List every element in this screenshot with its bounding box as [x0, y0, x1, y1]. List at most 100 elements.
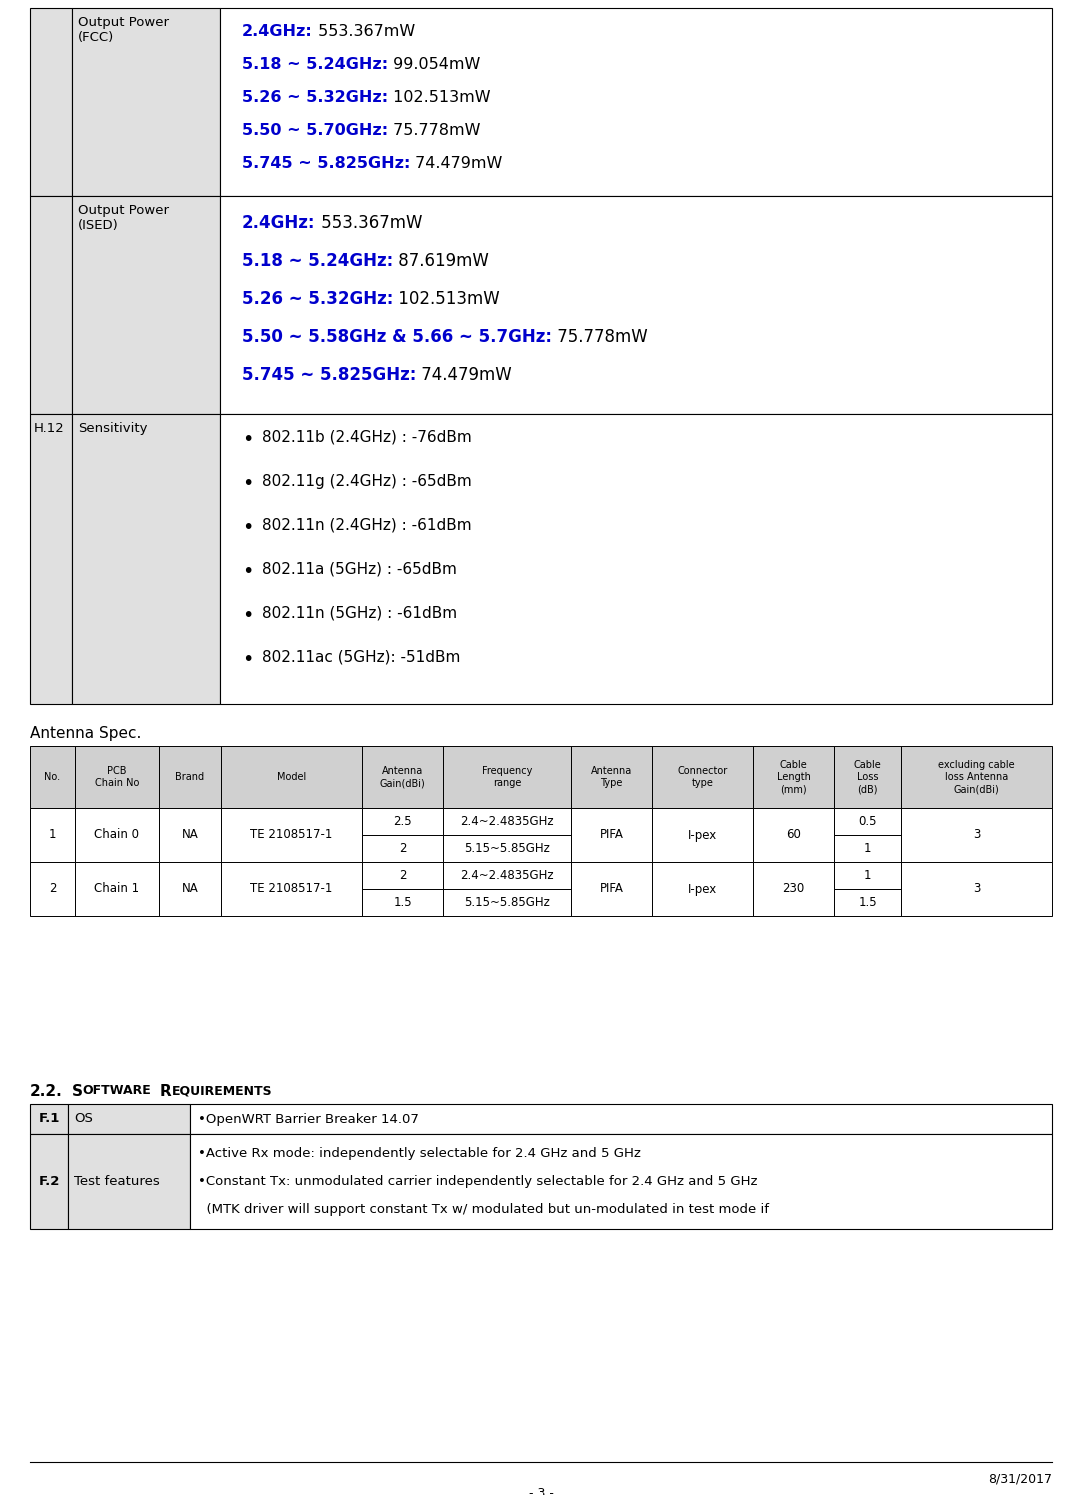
Text: 2.2.: 2.2.	[30, 1084, 63, 1099]
Text: 3: 3	[973, 828, 980, 842]
Bar	[834, 746, 901, 807]
Text: 553.367mW: 553.367mW	[313, 24, 415, 39]
Bar	[72, 414, 220, 704]
Text: OFTWARE: OFTWARE	[82, 1084, 150, 1097]
Bar	[901, 746, 1052, 807]
Bar	[901, 863, 1052, 916]
Bar	[75, 807, 159, 863]
Text: PCB
Chain No: PCB Chain No	[95, 765, 140, 788]
Text: 3: 3	[973, 882, 980, 896]
Text: Model: Model	[277, 771, 306, 782]
Text: 5.18 ~ 5.24GHz:: 5.18 ~ 5.24GHz:	[242, 253, 393, 271]
Text: 5.15~5.85GHz: 5.15~5.85GHz	[464, 842, 550, 855]
Bar	[443, 863, 571, 890]
Bar	[221, 807, 362, 863]
Bar	[443, 836, 571, 863]
Text: 553.367mW: 553.367mW	[316, 214, 422, 232]
Bar	[30, 1103, 68, 1135]
Text: I-pex: I-pex	[688, 882, 717, 896]
Text: No.: No.	[44, 771, 61, 782]
Text: •: •	[242, 562, 253, 582]
Text: 5.18 ~ 5.24GHz:: 5.18 ~ 5.24GHz:	[242, 57, 388, 72]
Text: 102.513mW: 102.513mW	[388, 90, 491, 105]
Bar	[30, 746, 75, 807]
Bar	[72, 7, 220, 196]
Bar	[834, 836, 901, 863]
Text: •: •	[242, 474, 253, 493]
Bar	[221, 863, 362, 916]
Bar	[443, 807, 571, 836]
Bar	[362, 836, 443, 863]
Bar	[159, 807, 221, 863]
Text: Output Power
(ISED): Output Power (ISED)	[78, 203, 169, 232]
Text: PIFA: PIFA	[599, 828, 623, 842]
Bar	[30, 414, 72, 704]
Text: 2: 2	[49, 882, 56, 896]
Text: Frequency
range: Frequency range	[481, 765, 532, 788]
Text: TE 2108517-1: TE 2108517-1	[250, 828, 332, 842]
Bar	[68, 1135, 190, 1229]
Text: Brand: Brand	[175, 771, 204, 782]
Bar	[443, 746, 571, 807]
Text: NA: NA	[182, 828, 198, 842]
Text: 230: 230	[782, 882, 805, 896]
Text: 5.745 ~ 5.825GHz:: 5.745 ~ 5.825GHz:	[242, 155, 410, 170]
Text: 802.11a (5GHz) : -65dBm: 802.11a (5GHz) : -65dBm	[262, 562, 457, 577]
Text: R: R	[160, 1084, 172, 1099]
Bar	[30, 807, 75, 863]
Bar	[834, 863, 901, 890]
Text: 802.11b (2.4GHz) : -76dBm: 802.11b (2.4GHz) : -76dBm	[262, 431, 472, 446]
Text: Cable
Length
(mm): Cable Length (mm)	[777, 759, 810, 794]
Text: 802.11n (5GHz) : -61dBm: 802.11n (5GHz) : -61dBm	[262, 605, 457, 620]
Text: Output Power
(FCC): Output Power (FCC)	[78, 16, 169, 43]
Text: 5.15~5.85GHz: 5.15~5.85GHz	[464, 896, 550, 909]
Text: Antenna Spec.: Antenna Spec.	[30, 727, 142, 742]
Bar	[362, 890, 443, 916]
Text: 5.26 ~ 5.32GHz:: 5.26 ~ 5.32GHz:	[242, 290, 394, 308]
Text: 74.479mW: 74.479mW	[417, 366, 512, 384]
Text: •OpenWRT Barrier Breaker 14.07: •OpenWRT Barrier Breaker 14.07	[198, 1112, 419, 1126]
Bar	[220, 196, 1052, 414]
Bar	[753, 863, 834, 916]
Text: F.2: F.2	[38, 1175, 60, 1189]
Bar	[30, 7, 72, 196]
Bar	[571, 807, 652, 863]
Text: - 3 -: - 3 -	[529, 1488, 553, 1495]
Text: 1.5: 1.5	[393, 896, 412, 909]
Text: 87.619mW: 87.619mW	[393, 253, 489, 271]
Text: 102.513mW: 102.513mW	[394, 290, 500, 308]
Text: 2: 2	[399, 842, 406, 855]
Bar	[443, 890, 571, 916]
Bar	[362, 746, 443, 807]
Text: Antenna
Gain(dBi): Antenna Gain(dBi)	[380, 765, 425, 788]
Text: 1: 1	[49, 828, 56, 842]
Text: 2.4GHz:: 2.4GHz:	[242, 24, 313, 39]
Text: Antenna
Type: Antenna Type	[591, 765, 632, 788]
Bar	[220, 414, 1052, 704]
Bar	[753, 807, 834, 863]
Bar	[190, 1103, 1052, 1135]
Bar	[159, 863, 221, 916]
Text: EQUIREMENTS: EQUIREMENTS	[172, 1084, 273, 1097]
Text: Cable
Loss
(dB): Cable Loss (dB)	[854, 759, 882, 794]
Bar	[75, 863, 159, 916]
Text: 5.26 ~ 5.32GHz:: 5.26 ~ 5.32GHz:	[242, 90, 388, 105]
Bar	[571, 746, 652, 807]
Bar	[30, 196, 72, 414]
Text: 2.4~2.4835GHz: 2.4~2.4835GHz	[460, 815, 554, 828]
Text: 5.50 ~ 5.58GHz & 5.66 ~ 5.7GHz:: 5.50 ~ 5.58GHz & 5.66 ~ 5.7GHz:	[242, 327, 552, 345]
Text: 2.4GHz:: 2.4GHz:	[242, 214, 316, 232]
Text: S: S	[72, 1084, 83, 1099]
Text: NA: NA	[182, 882, 198, 896]
Text: 75.778mW: 75.778mW	[388, 123, 480, 138]
Text: H.12: H.12	[34, 422, 65, 435]
Bar	[362, 807, 443, 836]
Bar	[30, 863, 75, 916]
Text: •: •	[242, 517, 253, 537]
Text: 75.778mW: 75.778mW	[552, 327, 648, 345]
Text: Sensitivity: Sensitivity	[78, 422, 147, 435]
Bar	[221, 746, 362, 807]
Text: excluding cable
loss Antenna
Gain(dBi): excluding cable loss Antenna Gain(dBi)	[938, 759, 1015, 794]
Bar	[75, 746, 159, 807]
Bar	[834, 890, 901, 916]
